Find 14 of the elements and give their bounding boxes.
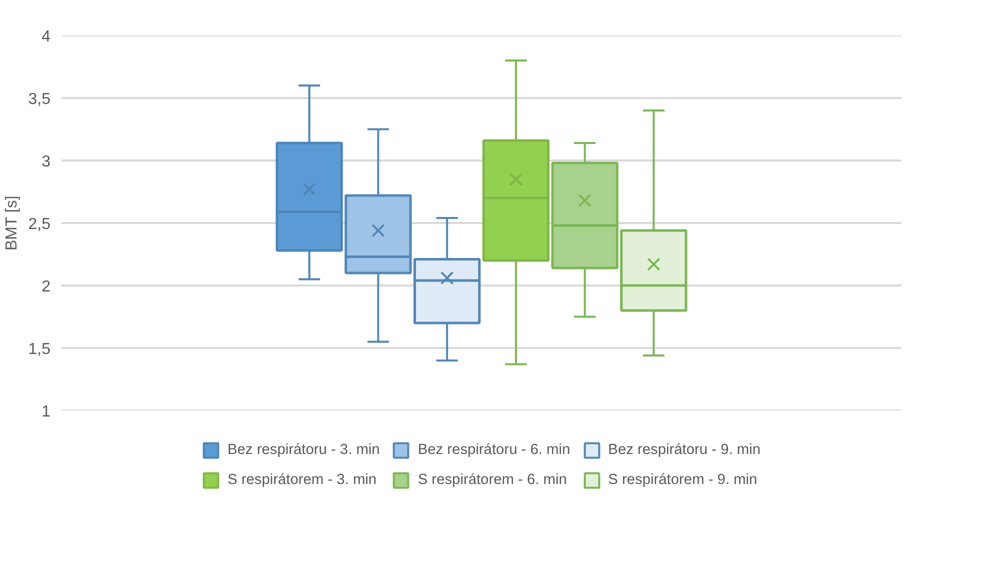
legend-label: S respirátorem - 9. min — [608, 472, 758, 488]
y-tick-label: 1 — [42, 404, 51, 420]
legend-label: Bez respirátoru - 9. min — [608, 442, 760, 458]
y-tick-label: 2 — [42, 278, 51, 296]
y-tick-label: 3 — [42, 154, 51, 170]
y-tick-label: 2,5 — [28, 216, 51, 233]
y-axis-title: BMT [s] — [3, 196, 20, 251]
legend-label: Bez respirátoru - 3. min — [228, 442, 380, 458]
y-tick-label: 1,5 — [28, 341, 51, 358]
legend-label: S respirátorem - 6. min — [418, 472, 567, 488]
y-tick-label: 3,5 — [28, 91, 51, 108]
legend-label: Bez respirátoru - 6. min — [418, 442, 570, 458]
y-tick-label: 4 — [42, 28, 51, 46]
legend-label: S respirátorem - 3. min — [228, 472, 377, 488]
